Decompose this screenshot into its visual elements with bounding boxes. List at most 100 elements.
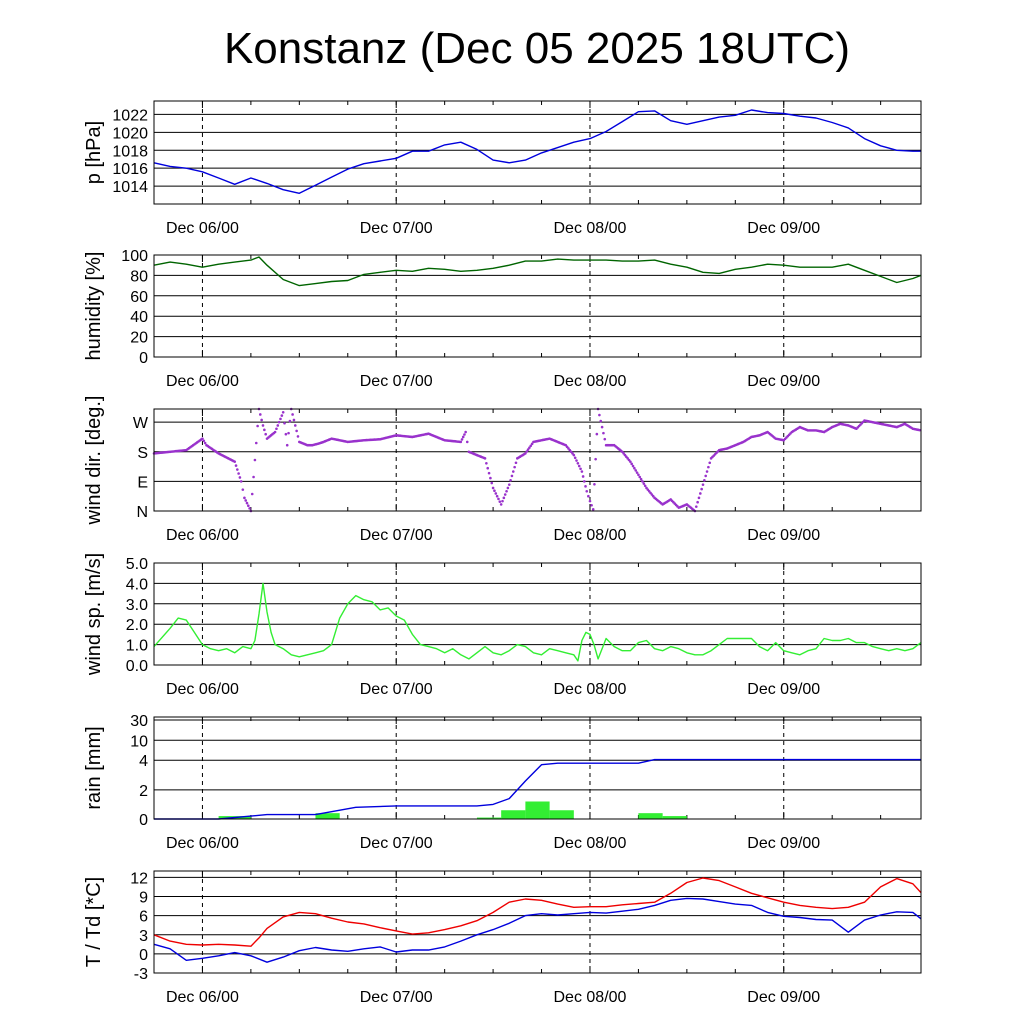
y-tick-label: 1018 [112, 143, 148, 160]
y-tick-label: 2 [139, 783, 148, 800]
x-tick-label: Dec 06/00 [166, 220, 239, 237]
wind-dir-point [275, 427, 278, 431]
wind-dir-point [529, 444, 533, 448]
wind-dir-point [503, 493, 507, 496]
rain-bar [476, 817, 502, 819]
wind-dir-point [279, 417, 282, 421]
panel-frame [153, 562, 922, 666]
wind-dir-point [593, 482, 596, 486]
wind-dir-point [701, 483, 705, 486]
wind-dir-point [526, 448, 530, 451]
wind-dir-point [263, 428, 266, 432]
x-tick-label: Dec 06/00 [166, 373, 239, 390]
wind-dir-point [494, 492, 498, 495]
wind-dir-point [510, 474, 514, 478]
wind-dir-point [237, 472, 240, 475]
panel-frame [153, 100, 922, 205]
wind-dir-point [239, 480, 243, 483]
wind-dir-point [594, 457, 597, 461]
wind-dir-point [638, 475, 642, 479]
wind-dir-point [283, 421, 286, 425]
wind-dir-point [293, 424, 297, 427]
series-wind_dir [152, 407, 921, 513]
series-line-humidity [153, 256, 922, 287]
wind-dir-point [241, 488, 245, 491]
wind-dir-point [595, 432, 599, 436]
x-tick-label: Dec 07/00 [360, 527, 433, 544]
x-tick-label: Dec 06/00 [166, 527, 239, 544]
wind-dir-point [281, 410, 285, 414]
wind-dir-point [288, 419, 292, 423]
wind-dir-point [247, 504, 250, 508]
wind-dir-point [256, 424, 259, 428]
y-tick-label: 60 [130, 289, 148, 306]
y-tick-label: 3.0 [126, 597, 148, 614]
wind-dir-point [630, 462, 633, 466]
wind-dir-point [704, 474, 708, 478]
wind-dir-point [600, 425, 604, 429]
wind-dir-point [459, 440, 463, 444]
wind-dir-point [584, 485, 587, 488]
y-tick-label: E [137, 474, 148, 491]
y-tick-label: 1.0 [126, 638, 148, 655]
x-tick-label: Dec 08/00 [554, 989, 627, 1006]
y-tick-label: -3 [134, 966, 148, 983]
wind-dir-point [587, 494, 590, 498]
wind-dir-point [696, 500, 699, 504]
wind-dir-point [528, 446, 531, 449]
wind-dir-point [633, 466, 636, 470]
wind-dir-point [202, 439, 206, 443]
wind-dir-point [634, 469, 638, 472]
rain-bar [638, 813, 663, 819]
wind-dir-point [497, 497, 500, 501]
y-tick-label: 10 [130, 733, 148, 750]
wind-dir-point [511, 470, 515, 473]
wind-dir-point [700, 487, 703, 491]
wind-dir-point [261, 424, 265, 427]
y-axis-label: T / Td [*C] [83, 877, 105, 967]
wind-dir-point [485, 461, 488, 465]
wind-dir-point [573, 456, 577, 460]
wind-dir-point [252, 475, 255, 479]
x-tick-label: Dec 09/00 [747, 373, 820, 390]
wind-dir-point [583, 480, 586, 483]
wind-dir-point [598, 413, 601, 417]
wind-dir-point [460, 438, 464, 441]
x-tick-label: Dec 08/00 [554, 373, 627, 390]
wind-dir-point [280, 414, 284, 417]
wind-dir-point [234, 464, 238, 467]
wind-dir-point [483, 457, 487, 460]
wind-dir-point [291, 413, 294, 416]
wind-dir-point [639, 477, 643, 481]
wind-dir-point [461, 435, 465, 439]
wind-dir-point [465, 440, 469, 444]
y-tick-label: 4 [139, 753, 148, 770]
rain-bar [662, 816, 687, 819]
wind-dir-point [498, 500, 502, 503]
wind-dir-point [642, 482, 646, 485]
wind-dir-point [707, 465, 710, 469]
wind-dir-point [525, 450, 529, 453]
series-line-T [153, 877, 922, 947]
wind-dir-point [203, 441, 207, 445]
wind-dir-point [505, 489, 508, 493]
wind-dir-point [699, 492, 702, 495]
y-tick-label: 80 [130, 268, 148, 285]
y-tick-label: W [133, 415, 149, 432]
y-axis-label: p [hPa] [83, 121, 105, 184]
x-tick-label: Dec 06/00 [166, 835, 239, 852]
panel-frame [153, 408, 922, 512]
wind-dir-point [599, 419, 603, 423]
wind-dir-point [697, 496, 701, 500]
panel-wind-speed: 0.0 1.0 2.0 3.0 4.0 5.0 Dec 06/00 Dec 07/00 Dec … [83, 553, 922, 698]
wind-dir-point [499, 503, 503, 506]
y-tick-label: 30 [130, 713, 148, 730]
y-tick-label: 20 [130, 330, 148, 347]
wind-dir-point [236, 468, 239, 471]
wind-dir-point [629, 460, 632, 463]
wind-dir-point [495, 494, 499, 498]
y-axis-label: humidity [%] [83, 252, 105, 361]
y-axis-label: wind sp. [m/s] [83, 553, 105, 676]
